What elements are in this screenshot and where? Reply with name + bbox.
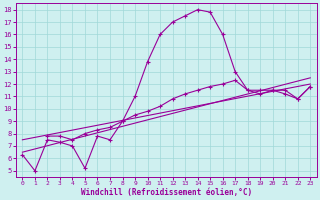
X-axis label: Windchill (Refroidissement éolien,°C): Windchill (Refroidissement éolien,°C) (81, 188, 252, 197)
